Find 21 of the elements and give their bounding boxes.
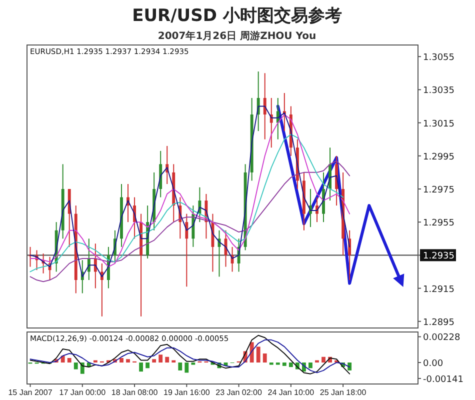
x-tick-label: 17 Jan 00:00 bbox=[59, 388, 106, 397]
y-tick-label: 1.3055 bbox=[423, 53, 454, 64]
y-tick-label: -0.00141 bbox=[423, 374, 464, 385]
x-tick-label: 25 Jan 18:00 bbox=[320, 388, 367, 397]
y-tick-label: 0.00228 bbox=[423, 333, 460, 344]
y-tick-label: 1.2935 bbox=[423, 252, 454, 262]
y-tick-label: 1.2895 bbox=[423, 318, 454, 328]
y-tick-label: 1.2955 bbox=[423, 218, 454, 229]
y-tick-label: 1.3035 bbox=[423, 86, 454, 96]
subtitle: 2007年1月26日 周游ZHOU You bbox=[158, 31, 316, 42]
x-tick-label: 19 Jan 16:00 bbox=[164, 388, 210, 397]
title: EUR/USD 小时图交易参考 bbox=[132, 6, 342, 26]
y-tick-label: 0.00 bbox=[423, 359, 444, 370]
y-tick-label: 1.2915 bbox=[423, 284, 454, 295]
x-tick-label: 18 Jan 08:00 bbox=[111, 388, 158, 397]
y-tick-label: 1.2975 bbox=[423, 185, 454, 196]
x-tick-label: 23 Jan 02:00 bbox=[216, 388, 262, 397]
x-tick-label: 15 Jan 2007 bbox=[8, 388, 53, 397]
y-tick-label: 1.3015 bbox=[423, 119, 454, 130]
x-tick-label: 24 Jan 10:00 bbox=[268, 388, 315, 397]
y-tick-label: 1.2995 bbox=[423, 152, 454, 162]
